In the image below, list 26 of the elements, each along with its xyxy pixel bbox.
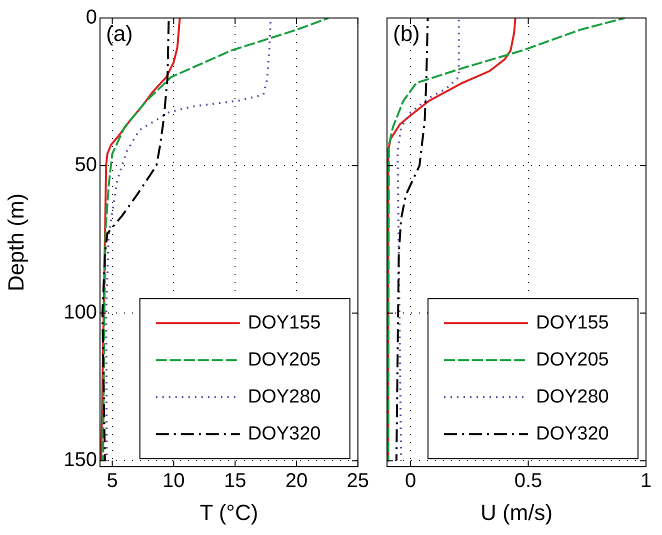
y-tick-label: 0: [86, 6, 97, 29]
x-tick-label: 0.5: [514, 470, 542, 492]
line-series: [102, 18, 330, 462]
y-axis-title: Depth (m): [3, 193, 28, 292]
annotation: (a): [106, 21, 133, 46]
x-tick-label: 15: [224, 470, 246, 492]
x-axis-title: T (°C): [200, 500, 258, 525]
legend-label: DOY155: [536, 312, 609, 334]
legend-label: DOY155: [248, 312, 321, 334]
y-tick-label: 100: [64, 302, 97, 324]
annotation: (b): [393, 21, 420, 46]
x-tick-label: 10: [162, 470, 185, 492]
x-axis-title: U (m/s): [480, 500, 553, 525]
x-tick-label: 5: [106, 470, 118, 492]
legend-label: DOY320: [248, 423, 321, 444]
legend-label: DOY280: [536, 386, 609, 408]
x-tick-label: 1: [640, 470, 652, 492]
legend-label: DOY205: [248, 349, 321, 370]
x-tick-label: 0: [404, 470, 416, 492]
legend-label: DOY280: [248, 386, 321, 408]
legend-label: DOY320: [536, 423, 609, 444]
x-tick-label: 20: [285, 470, 308, 492]
x-tick-label: 25: [346, 470, 369, 492]
y-tick-label: 150: [64, 449, 97, 472]
y-tick-label: 50: [74, 154, 97, 176]
legend-label: DOY205: [536, 349, 609, 370]
